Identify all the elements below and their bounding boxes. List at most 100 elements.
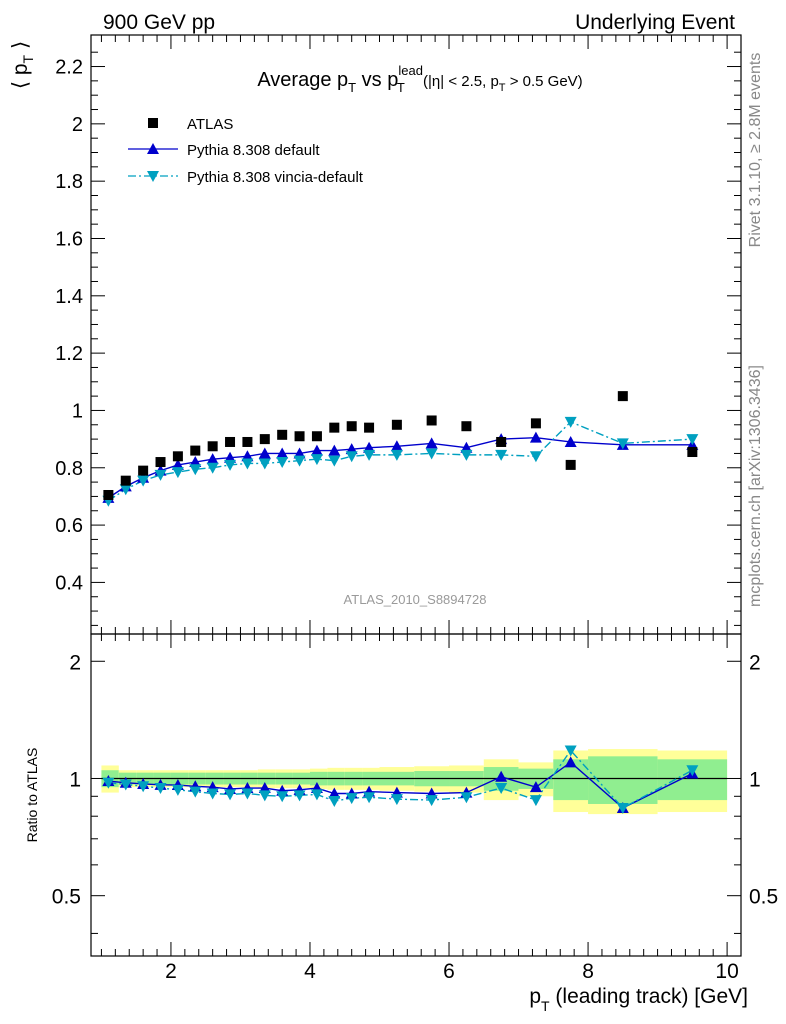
vincia-point [310, 454, 323, 466]
ratio-ytick-label-right: 0.5 [749, 886, 778, 909]
ratio-marks [102, 745, 699, 814]
atlas-point [120, 475, 131, 486]
vincia-point [616, 438, 629, 450]
vincia-point [171, 467, 184, 479]
main-ytick-label: 1.8 [55, 171, 83, 193]
default-point [276, 447, 289, 459]
title-sub-1: T [348, 80, 356, 95]
vincia-point [276, 457, 289, 469]
ratio-vincia-point [189, 786, 202, 798]
main-ytick-label: 1.2 [55, 343, 83, 365]
ratio-default-point [495, 770, 508, 782]
legend: ATLAS Pythia 8.308 default Pythia 8.308 … [128, 116, 364, 186]
default-point [390, 440, 403, 452]
atlas-point [207, 441, 218, 452]
ratio-ytick-label-left: 0.5 [52, 886, 81, 909]
ratio-default-point [258, 782, 271, 794]
default-point [529, 431, 542, 443]
title-vs: vs p [356, 69, 398, 91]
atlas-point [242, 436, 253, 447]
ratio-vincia-point [564, 745, 577, 757]
main-ytick-label: 2 [72, 114, 83, 136]
ratio-vincia-point [119, 779, 132, 791]
ratio-vincia-point [328, 796, 341, 808]
xlabel-sub: T [541, 998, 550, 1014]
vincia-point [495, 449, 508, 461]
ratio-vincia-point [293, 790, 306, 802]
vincia-point [206, 462, 219, 474]
default-point [564, 435, 577, 447]
ratio-vincia-point [137, 781, 150, 793]
main-marks [102, 391, 699, 507]
ratio-vincia-point [276, 791, 289, 803]
legend-marker-default [147, 143, 159, 154]
ratio-vincia-point [258, 790, 271, 802]
ratio-ytick-label-left: 2 [69, 651, 81, 674]
atlas-point [190, 445, 201, 456]
atlas-point [391, 419, 402, 430]
main-ylabel-open: ⟨ p [9, 63, 32, 89]
main-ylabel: ⟨ pT ⟩ [9, 41, 36, 89]
vincia-point [119, 484, 132, 496]
ratio-vincia-point [390, 794, 403, 806]
atlas-point [461, 421, 472, 432]
title-cuts-a: (|η| < 2.5, p [419, 73, 499, 90]
vincia-point [241, 458, 254, 470]
xtick-label: 10 [715, 960, 738, 983]
ratio-default-point [529, 781, 542, 793]
ratio-vincia-point [425, 795, 438, 807]
ratio-default-point [328, 787, 341, 799]
xtick-label: 2 [165, 960, 177, 983]
ratio-ytick-label-right: 1 [749, 768, 761, 791]
ratio-vincia-point [495, 783, 508, 795]
main-ytick-label: 0.6 [55, 515, 83, 537]
xtick-label: 4 [304, 960, 316, 983]
ratio-axes: 0.5 0.5 1 1 2 2 2 4 6 8 10 [52, 634, 778, 983]
ratio-vincia-point [529, 795, 542, 807]
plot-title: Average pT vs plead T (|η| < 2.5, pT > 0.… [257, 63, 582, 95]
ratio-ytick-label-right: 2 [749, 651, 761, 674]
main-axes: 0.4 0.6 0.8 1 1.2 1.4 1.6 1.8 2 2.2 [55, 35, 741, 634]
atlas-point [687, 447, 698, 458]
vincia-line [107, 421, 693, 502]
atlas-point [617, 391, 628, 402]
vincia-point [328, 455, 341, 467]
default-point [310, 444, 323, 456]
main-ytick-label: 1.6 [55, 228, 83, 250]
ratio-default-point [564, 756, 577, 768]
vincia-point [137, 475, 150, 487]
ratio-vincia-point [171, 784, 184, 796]
main-ytick-label: 1 [72, 400, 83, 422]
atlas-point [565, 459, 576, 470]
atlas-point [138, 465, 149, 476]
ratio-vincia-point [206, 788, 219, 800]
ratio-vincia-point [102, 777, 115, 789]
ratio-vincia-point [616, 802, 629, 814]
atlas-point [259, 434, 270, 445]
header-left: 900 GeV pp [103, 11, 215, 34]
atlas-point [277, 429, 288, 440]
xlabel: pT (leading track) [GeV] [529, 985, 748, 1014]
rivet-label: Rivet 3.1.10, ≥ 2.8M events [747, 53, 764, 248]
atlas-point [103, 489, 114, 500]
vincia-point [258, 458, 271, 470]
vincia-point [224, 459, 237, 471]
default-point [258, 447, 271, 459]
ratio-vincia-point [460, 792, 473, 804]
legend-label-atlas: ATLAS [187, 116, 233, 133]
main-ytick-label: 1.4 [55, 286, 83, 308]
default-point [425, 437, 438, 449]
main-ytick-label: 2.2 [55, 57, 83, 79]
atlas-point [311, 431, 322, 442]
legend-marker-vincia [147, 171, 159, 182]
atlas-point [530, 418, 541, 429]
header-right: Underlying Event [575, 11, 735, 34]
ratio-vincia-point [241, 788, 254, 800]
title-cuts-b: > 0.5 GeV) [506, 73, 583, 90]
mcplots-label: mcplots.cern.ch [arXiv:1306.3436] [747, 365, 764, 607]
vincia-point [363, 449, 376, 461]
atlas-point [172, 451, 183, 462]
ratio-vincia-point [363, 792, 376, 804]
atlas-point [364, 422, 375, 433]
vincia-point [345, 451, 358, 463]
